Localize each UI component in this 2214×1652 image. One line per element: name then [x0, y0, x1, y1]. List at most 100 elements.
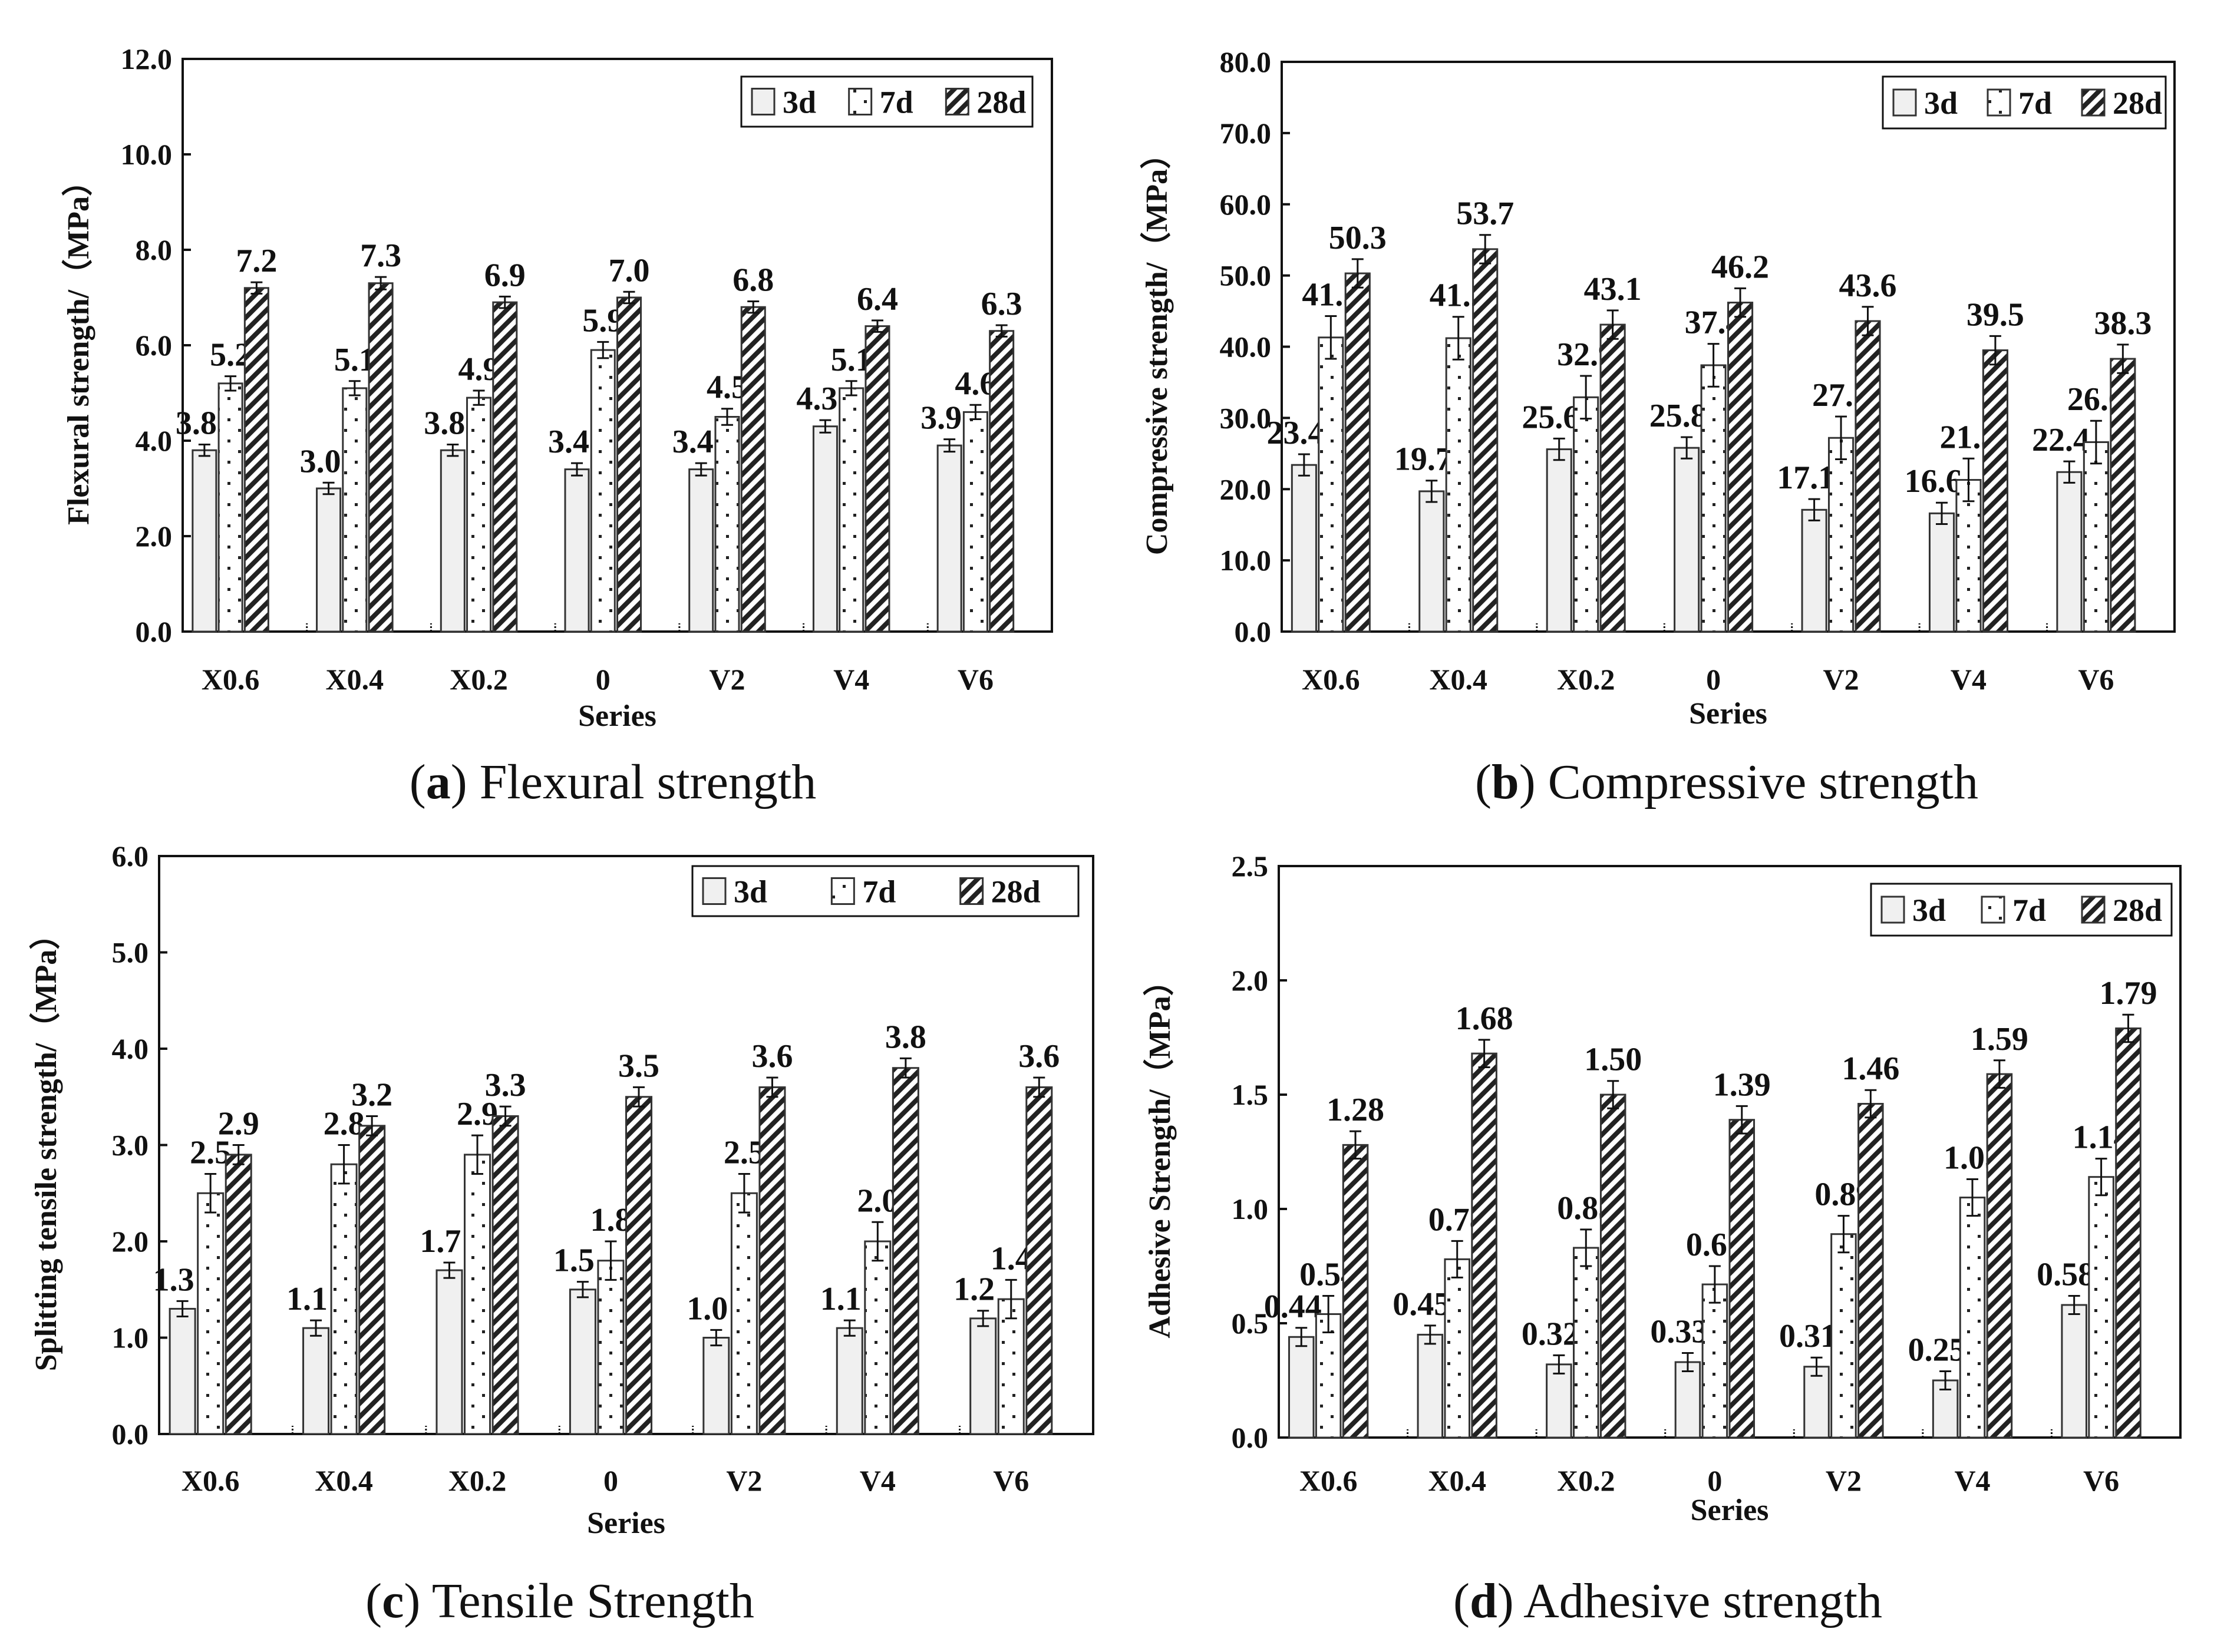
legend-label-b-28d: 28d: [2113, 85, 2162, 121]
legend-swatch-b-3d: [1892, 88, 1917, 117]
chart-panel-c: (c) Tensile Strength 0.0 1.0 2.0 3.0 4.0 5.0 6…: [29, 840, 1094, 1628]
data-label-c-7d-0: 2.5: [190, 1135, 231, 1171]
bar-d-28d-5: [1986, 1073, 2013, 1439]
x-tick-label-c-0: X0.6: [182, 1464, 240, 1497]
y-axis-title-a: Flexural strength/（MPa）: [61, 166, 95, 525]
caption-d: (d) Adhesive strength: [1453, 1574, 1882, 1628]
caption-b: (b) Compressive strength: [1475, 755, 1978, 810]
x-tick-label-b-5: V4: [1951, 663, 1987, 696]
legend-swatch-d-28d: [2081, 896, 2106, 924]
data-label-c-28d-0: 2.9: [218, 1106, 259, 1142]
y-axis-title-c: Splitting tensile strength/（MPa）: [29, 919, 63, 1371]
data-label-c-7d-4: 2.5: [724, 1135, 765, 1171]
data-label-d-28d-4: 1.46: [1842, 1050, 1899, 1087]
y-tick-label-c-1: 1.0: [112, 1321, 149, 1354]
caption-text-d: Adhesive strength: [1523, 1574, 1882, 1628]
y-tick-label-b-6: 60.0: [1220, 188, 1272, 221]
data-label-a-3d-3: 3.4: [548, 424, 589, 460]
x-axis-title-c: Series: [587, 1506, 665, 1540]
caption-text-a: Flexural strength: [480, 755, 817, 810]
bar-a-7d-6: [962, 411, 988, 633]
bar-a-3d-5: [812, 425, 838, 633]
x-tick-label-c-1: X0.4: [315, 1464, 373, 1497]
bar-a-3d-1: [316, 487, 342, 633]
legend-swatch-c-7d: [830, 877, 855, 905]
bar-b-3d-3: [1674, 447, 1700, 633]
data-label-c-3d-5: 1.1: [820, 1281, 862, 1317]
chart-panel-b: (b) Compressive strength 0.0 10.0 20.0 30.0…: [1140, 45, 2176, 810]
bar-a-3d-3: [564, 468, 590, 633]
bar-d-3d-1: [1417, 1333, 1444, 1439]
bar-b-7d-4: [1827, 437, 1855, 633]
x-tick-label-d-0: X0.6: [1299, 1464, 1358, 1497]
data-label-b-3d-6: 22.4: [2032, 422, 2090, 458]
bar-d-7d-5: [1959, 1197, 1986, 1439]
bar-c-3d-1: [302, 1327, 330, 1435]
y-tick-label-d-2: 1.0: [1232, 1192, 1269, 1225]
bar-b-28d-1: [1472, 248, 1499, 633]
bar-b-28d-2: [1599, 323, 1626, 633]
y-tick-label-d-1: 0.5: [1232, 1307, 1269, 1340]
y-tick-label-b-0: 0.0: [1235, 615, 1272, 648]
y-tick-label-d-5: 2.5: [1232, 850, 1269, 883]
bar-a-7d-3: [590, 349, 616, 633]
data-label-c-28d-6: 3.6: [1018, 1038, 1060, 1075]
data-label-d-3d-4: 0.31: [1779, 1318, 1837, 1354]
data-label-b-3d-1: 19.7: [1394, 441, 1452, 478]
x-tick-label-d-4: V2: [1826, 1464, 1862, 1497]
y-axis-title-d: Adhesive Strength/（MPa）: [1143, 965, 1177, 1338]
legend-label-d-28d: 28d: [2113, 893, 2162, 928]
x-tick-label-b-0: X0.6: [1302, 663, 1360, 696]
legend-swatch-c-28d: [959, 877, 984, 905]
bar-c-7d-6: [997, 1298, 1025, 1435]
data-label-d-3d-3: 0.33: [1650, 1313, 1708, 1350]
bar-b-3d-2: [1546, 448, 1572, 633]
y-tick-label-d-4: 2.0: [1232, 964, 1269, 997]
legend-swatch-d-3d: [1880, 896, 1905, 924]
bar-a-7d-1: [342, 387, 368, 633]
caption-letter-a: a: [426, 755, 451, 810]
data-label-b-3d-5: 16.6: [1905, 463, 1962, 500]
caption-a: (a) Flexural strength: [410, 755, 817, 810]
y-tick-label-a-0: 0.0: [136, 615, 173, 648]
x-tick-label-a-5: V4: [833, 663, 869, 696]
y-axis-title-b: Compressive strength/（MPa）: [1140, 138, 1174, 555]
legend-swatch-b-28d: [2081, 88, 2106, 117]
bar-d-7d-1: [1444, 1258, 1470, 1439]
bar-d-28d-1: [1471, 1052, 1497, 1439]
bar-c-28d-4: [758, 1086, 786, 1435]
x-tick-label-a-6: V6: [958, 663, 994, 696]
bar-c-7d-3: [597, 1260, 625, 1435]
bar-c-3d-6: [969, 1317, 997, 1435]
data-label-c-7d-5: 2.0: [857, 1182, 898, 1219]
caption-text-c: Tensile Strength: [432, 1574, 754, 1628]
y-tick-label-a-3: 6.0: [136, 329, 173, 362]
x-tick-label-c-2: X0.2: [448, 1464, 507, 1497]
y-tick-label-c-0: 0.0: [112, 1418, 149, 1451]
y-tick-label-d-3: 1.5: [1232, 1078, 1269, 1111]
bar-b-28d-0: [1344, 272, 1371, 633]
bar-d-7d-4: [1830, 1233, 1857, 1439]
bar-a-7d-2: [466, 397, 492, 633]
bar-a-28d-0: [243, 287, 269, 633]
data-label-d-28d-1: 1.68: [1456, 1000, 1513, 1037]
data-label-a-3d-1: 3.0: [300, 443, 341, 480]
x-tick-label-b-2: X0.2: [1557, 663, 1615, 696]
x-axis-title-b: Series: [1689, 697, 1767, 731]
bar-d-3d-0: [1288, 1336, 1315, 1439]
data-label-b-3d-0: 23.4: [1266, 415, 1324, 451]
bar-b-7d-5: [1955, 479, 1982, 633]
y-tick-label-c-6: 6.0: [112, 840, 149, 873]
data-label-a-3d-6: 3.9: [920, 400, 962, 437]
chart-panel-a: (a) Flexural strength 0.0 2.0 4.0 6.0 8.0 10.…: [61, 42, 1053, 810]
bar-c-7d-1: [330, 1163, 358, 1435]
data-label-b-28d-0: 50.3: [1329, 220, 1387, 256]
data-label-a-3d-5: 4.3: [796, 381, 837, 417]
data-label-d-28d-0: 1.28: [1327, 1092, 1384, 1128]
bar-d-7d-2: [1573, 1247, 1599, 1439]
legend-label-b-7d: 7d: [2018, 85, 2052, 121]
data-label-b-28d-5: 39.5: [1966, 296, 2024, 333]
y-tick-label-c-5: 5.0: [112, 936, 149, 969]
x-tick-label-d-3: 0: [1707, 1464, 1722, 1497]
bar-c-3d-2: [435, 1269, 463, 1435]
